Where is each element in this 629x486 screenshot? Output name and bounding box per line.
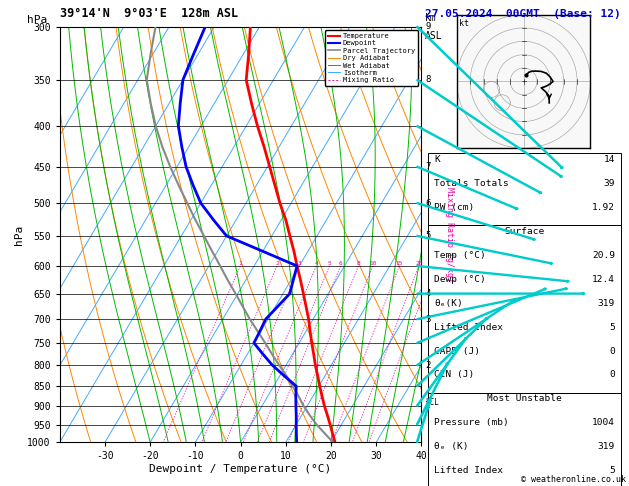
Text: 319: 319 xyxy=(598,298,615,308)
Text: 3: 3 xyxy=(298,261,301,266)
Text: Most Unstable: Most Unstable xyxy=(487,395,562,403)
Text: 20: 20 xyxy=(415,261,423,266)
Text: CIN (J): CIN (J) xyxy=(434,370,474,380)
Text: Lifted Index: Lifted Index xyxy=(434,467,503,475)
Text: 5: 5 xyxy=(328,261,331,266)
Text: 7: 7 xyxy=(425,162,430,171)
Text: Totals Totals: Totals Totals xyxy=(434,179,509,188)
Text: 14: 14 xyxy=(603,155,615,164)
Bar xyxy=(428,393,621,486)
Text: Dewp (°C): Dewp (°C) xyxy=(434,275,486,284)
Text: 39: 39 xyxy=(603,179,615,188)
Text: 20.9: 20.9 xyxy=(592,251,615,260)
Text: Mixing Ratio (g/kg): Mixing Ratio (g/kg) xyxy=(445,187,454,282)
Text: PW (cm): PW (cm) xyxy=(434,203,474,212)
Bar xyxy=(428,225,621,393)
Text: 319: 319 xyxy=(598,442,615,451)
Bar xyxy=(428,153,621,225)
Text: 4: 4 xyxy=(314,261,318,266)
Text: hPa: hPa xyxy=(27,15,47,25)
Text: 1: 1 xyxy=(238,261,242,266)
Text: 1.92: 1.92 xyxy=(592,203,615,212)
Text: 2: 2 xyxy=(275,261,279,266)
Text: 6: 6 xyxy=(338,261,342,266)
Text: Pressure (mb): Pressure (mb) xyxy=(434,418,509,427)
Text: 15: 15 xyxy=(396,261,403,266)
Text: 10: 10 xyxy=(369,261,376,266)
Text: 5: 5 xyxy=(425,231,430,241)
Text: 0: 0 xyxy=(609,347,615,356)
Text: 4: 4 xyxy=(425,289,430,298)
Text: K: K xyxy=(434,155,440,164)
Text: θₑ (K): θₑ (K) xyxy=(434,442,469,451)
Text: ASL: ASL xyxy=(425,31,443,41)
Text: 27.05.2024  00GMT  (Base: 12): 27.05.2024 00GMT (Base: 12) xyxy=(425,9,620,19)
Text: 2: 2 xyxy=(425,361,430,370)
Text: 39°14'N  9°03'E  128m ASL: 39°14'N 9°03'E 128m ASL xyxy=(60,7,238,20)
Text: Temp (°C): Temp (°C) xyxy=(434,251,486,260)
Text: 5: 5 xyxy=(609,467,615,475)
Text: Surface: Surface xyxy=(504,226,545,236)
Text: 5: 5 xyxy=(609,323,615,331)
Text: 1: 1 xyxy=(425,401,430,410)
Text: 1004: 1004 xyxy=(592,418,615,427)
Text: 8: 8 xyxy=(425,75,430,85)
Y-axis label: hPa: hPa xyxy=(14,225,25,244)
Legend: Temperature, Dewpoint, Parcel Trajectory, Dry Adiabat, Wet Adiabat, Isotherm, Mi: Temperature, Dewpoint, Parcel Trajectory… xyxy=(325,30,418,86)
Text: Lifted Index: Lifted Index xyxy=(434,323,503,331)
X-axis label: Dewpoint / Temperature (°C): Dewpoint / Temperature (°C) xyxy=(150,464,331,474)
Text: CAPE (J): CAPE (J) xyxy=(434,347,481,356)
Text: 3: 3 xyxy=(425,314,430,324)
Text: 6: 6 xyxy=(425,199,430,208)
Text: © weatheronline.co.uk: © weatheronline.co.uk xyxy=(521,474,626,484)
Text: 12.4: 12.4 xyxy=(592,275,615,284)
Text: 8: 8 xyxy=(357,261,360,266)
Text: 0: 0 xyxy=(609,370,615,380)
Text: 9: 9 xyxy=(425,22,430,31)
Text: kt: kt xyxy=(460,18,469,28)
Text: km: km xyxy=(425,13,437,22)
Text: LCL: LCL xyxy=(425,398,439,407)
Text: θₑ(K): θₑ(K) xyxy=(434,298,463,308)
